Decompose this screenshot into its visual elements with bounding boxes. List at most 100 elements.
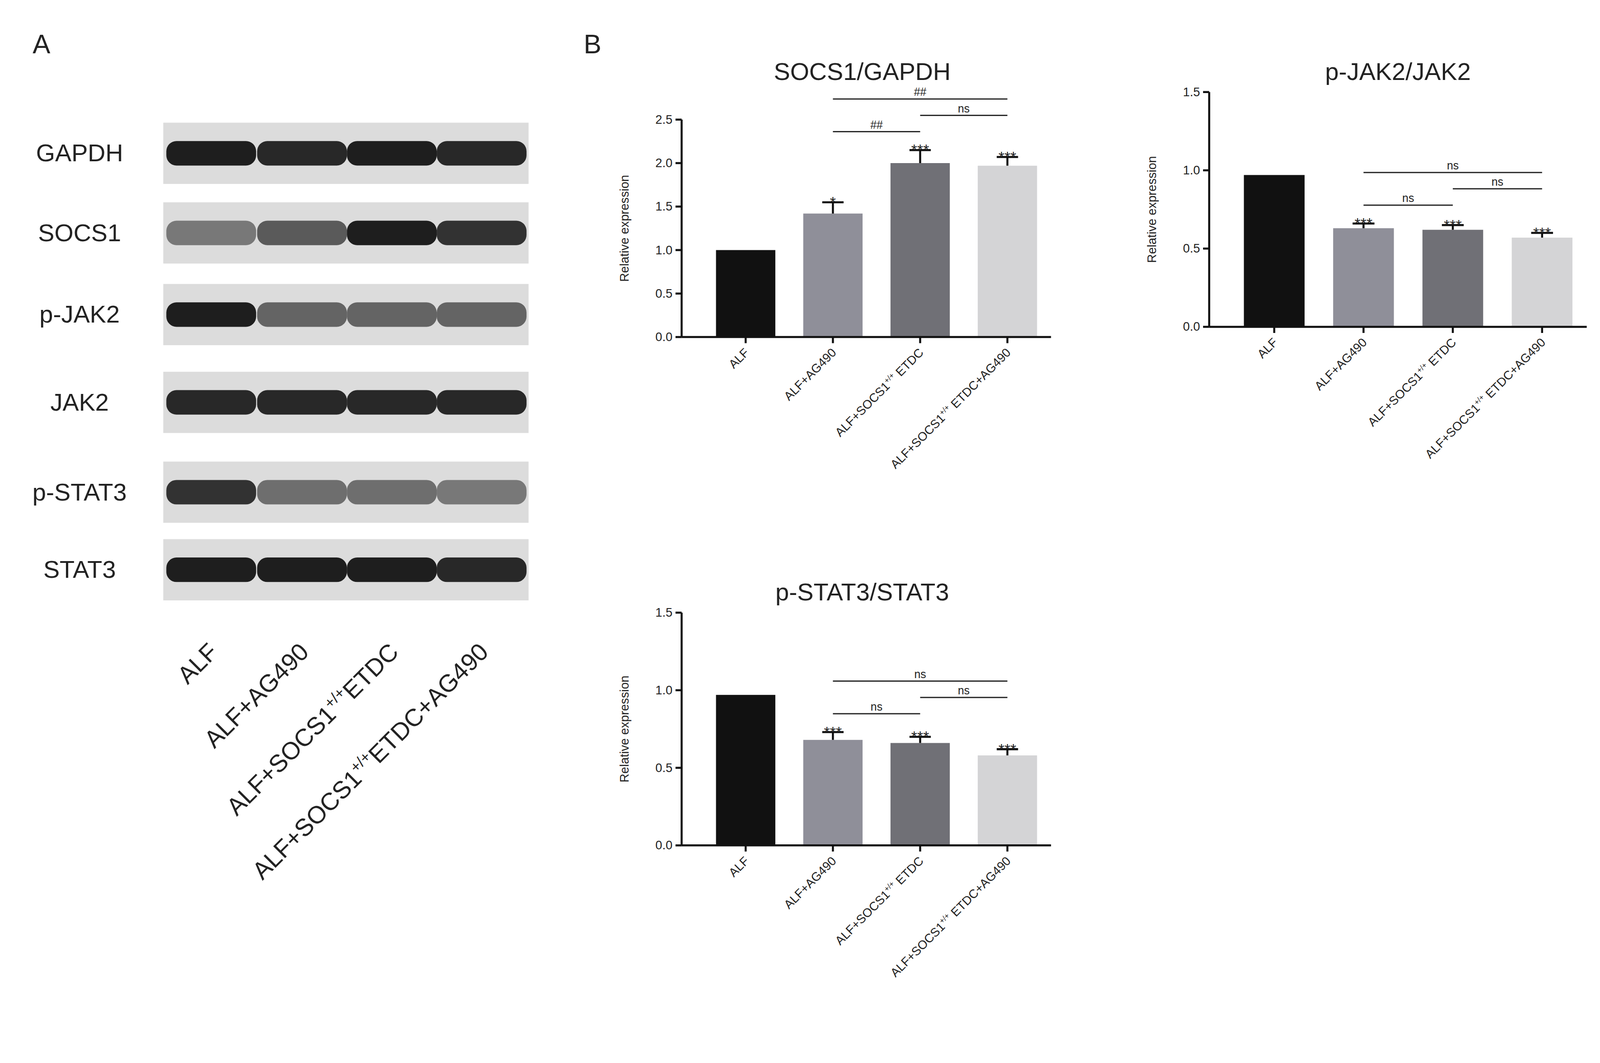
y-tick: [1203, 325, 1210, 328]
plot-area: [715, 149, 1037, 337]
blot-band: [256, 557, 347, 582]
bar: [890, 163, 950, 337]
y-tick: [1203, 169, 1210, 172]
x-tick-label: ALF: [1254, 335, 1281, 361]
x-tick-label: ALF: [725, 345, 752, 372]
y-axis: [680, 612, 683, 845]
comparison-line: [832, 713, 920, 715]
blot-band: [346, 140, 437, 166]
lane-label: ALF+SOCS1+/+ETDC+AG490: [246, 636, 494, 885]
panel-label: B: [583, 29, 602, 59]
blot-row-label: SOCS1: [37, 219, 122, 247]
blot-row-label: p-JAK2: [39, 300, 120, 328]
y-tick-label: 0.0: [655, 329, 673, 344]
blot-band: [346, 557, 437, 582]
x-tick-label: ALF+SOCS1+/+ ETDC+AG490: [887, 853, 1014, 980]
y-tick: [675, 248, 682, 252]
x-tick: [1006, 844, 1009, 852]
x-tick: [744, 336, 747, 344]
y-tick: [1203, 247, 1210, 250]
y-tick: [675, 292, 682, 295]
blot-band: [346, 390, 437, 415]
bar: [715, 250, 775, 338]
bar: [977, 755, 1037, 845]
axis-label: Relative expression: [617, 675, 632, 783]
y-tick-label: 0.5: [655, 286, 673, 301]
comparison-label: ##: [870, 118, 883, 131]
bar: [1243, 174, 1305, 327]
x-tick-label: ALF+AG490: [1311, 335, 1370, 393]
y-tick: [675, 162, 682, 165]
x-axis: [681, 844, 1051, 847]
figure: ABGAPDHSOCS1p-JAK2JAK2p-STAT3STAT3ALFALF…: [0, 0, 1600, 1063]
x-tick-label: ALF+SOCS1+/+ ETDC: [831, 345, 926, 439]
significance: ***: [1533, 223, 1552, 242]
y-tick: [675, 335, 682, 339]
x-tick: [831, 844, 835, 852]
x-tick-label: ALF+AG490: [781, 345, 840, 404]
x-tick: [831, 336, 835, 344]
chart-title: p-JAK2/JAK2: [1324, 57, 1471, 85]
x-tick: [1362, 326, 1365, 333]
y-tick-label: 2.0: [655, 155, 673, 170]
x-tick: [1451, 326, 1455, 333]
comparison-line: [1452, 188, 1543, 190]
y-tick-label: 0.0: [1183, 319, 1201, 334]
blot-band: [346, 479, 437, 504]
blot-strip: [163, 371, 529, 434]
y-tick-label: 0.0: [655, 837, 673, 852]
blot-strip: [163, 122, 529, 185]
blot-row-label: STAT3: [43, 555, 117, 583]
blot-band: [166, 479, 257, 504]
comparison-label: ##: [914, 85, 927, 98]
y-tick-label: 1.0: [1183, 163, 1201, 178]
y-tick: [1203, 90, 1210, 94]
plot-area: [715, 694, 1037, 845]
y-tick-label: 1.5: [655, 605, 673, 620]
blot-band: [256, 390, 347, 415]
plot-area: [1243, 174, 1573, 327]
axis-label: Relative expression: [617, 174, 632, 282]
y-tick-label: 1.0: [655, 242, 673, 257]
y-tick: [675, 689, 682, 692]
blot-band: [436, 220, 527, 245]
y-tick: [675, 766, 682, 769]
blot-band: [436, 140, 527, 166]
comparison-line: [832, 98, 1008, 100]
lane-label: ALF: [172, 637, 224, 689]
blot-band: [346, 302, 437, 327]
axis-label: Relative expression: [1144, 155, 1159, 263]
x-tick-label: ALF+SOCS1+/+ ETDC+AG490: [1422, 334, 1549, 461]
blot-band: [166, 140, 257, 166]
comparison-label: ns: [1446, 159, 1459, 172]
blot-band: [436, 390, 527, 415]
blot-band: [256, 302, 347, 327]
significance: ***: [1354, 214, 1373, 232]
bar: [715, 694, 775, 845]
comparison-line: [832, 680, 1008, 682]
blot-band: [166, 390, 257, 415]
significance: ***: [824, 723, 843, 741]
blot-strip: [163, 461, 529, 523]
lane-label: ALF+SOCS1+/+ETDC: [220, 636, 404, 821]
bar: [1333, 228, 1394, 327]
blot-row-label: p-STAT3: [32, 478, 127, 506]
y-tick-label: 0.5: [1183, 241, 1201, 256]
blot-band: [436, 302, 527, 327]
bar: [890, 742, 950, 846]
x-tick-label: ALF+SOCS1+/+ ETDC: [831, 853, 926, 947]
blot-band: [256, 220, 347, 245]
comparison-line: [920, 114, 1008, 117]
blot-band: [436, 557, 527, 582]
blot-row-label: GAPDH: [36, 139, 124, 167]
chart-title: SOCS1/GAPDH: [773, 57, 951, 85]
comparison-line: [1363, 204, 1453, 206]
significance: ***: [911, 727, 930, 745]
x-tick: [918, 844, 922, 852]
comparison-label: ns: [957, 102, 970, 115]
x-tick-label: ALF+AG490: [781, 853, 840, 912]
bar: [977, 165, 1037, 337]
x-tick: [1273, 326, 1276, 333]
panel-label: A: [32, 29, 51, 59]
comparison-label: ns: [914, 667, 926, 681]
